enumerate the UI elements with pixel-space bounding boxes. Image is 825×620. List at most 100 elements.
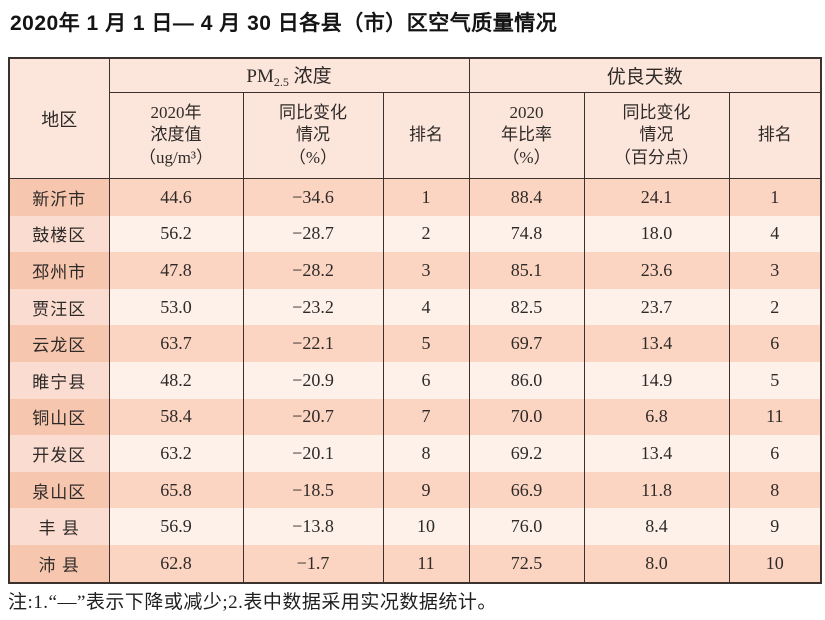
cell-region: 云龙区 xyxy=(8,325,110,362)
cell-pm-change: −23.2 xyxy=(242,288,384,326)
header-line: 年比率 xyxy=(501,125,553,145)
header-rate-rank: 排名 xyxy=(728,92,822,179)
cell-pm-value: 56.2 xyxy=(108,215,244,253)
cell-rate-change: 23.6 xyxy=(583,252,730,289)
cell-pm-value: 58.4 xyxy=(108,398,244,436)
cell-rate-rank: 5 xyxy=(728,361,822,399)
cell-rate-change: 13.4 xyxy=(583,325,730,362)
header-group-good-days: 优良天数 xyxy=(468,58,822,93)
header-line: 情况 xyxy=(639,125,674,145)
header-line: 同比变化 xyxy=(622,102,691,122)
cell-rate-change: 8.0 xyxy=(583,544,730,583)
table-row: 丰 县 56.9 −13.8 10 76.0 8.4 9 xyxy=(8,508,822,545)
header-line: 同比变化 xyxy=(279,102,347,122)
footnote: 注:1.“—”表示下降或减少;2.表中数据采用实况数据统计。 xyxy=(8,592,497,613)
cell-pm-change: −28.2 xyxy=(242,252,384,289)
cell-pm-change: −13.8 xyxy=(242,508,384,545)
header-pm-change: 同比变化 情况 （%） xyxy=(242,92,384,179)
cell-rate-rank: 9 xyxy=(728,508,822,545)
cell-rate-change: 23.7 xyxy=(583,288,730,326)
cell-region: 铜山区 xyxy=(8,398,110,436)
header-line: （百分点） xyxy=(614,147,700,167)
cell-region: 贾汪区 xyxy=(8,288,110,326)
cell-pm-rank: 9 xyxy=(382,471,470,509)
table-row: 鼓楼区 56.2 −28.7 2 74.8 18.0 4 xyxy=(8,215,822,253)
header-line: 情况 xyxy=(296,125,330,145)
cell-pm-value: 65.8 xyxy=(108,471,244,509)
table-header: 地区 PM2.5 浓度 优良天数 2020年 浓度值 （ug/m³） 同比变化 … xyxy=(8,58,822,179)
cell-rate-change: 18.0 xyxy=(583,215,730,253)
cell-rate-change: 11.8 xyxy=(583,471,730,509)
cell-pm-rank: 11 xyxy=(382,544,470,583)
cell-pm-rank: 7 xyxy=(382,398,470,436)
cell-rate: 69.2 xyxy=(468,435,585,472)
table-row: 新沂市 44.6 −34.6 1 88.4 24.1 1 xyxy=(8,178,822,216)
cell-pm-value: 56.9 xyxy=(108,508,244,545)
header-line: 2020年 xyxy=(150,102,202,122)
cell-pm-rank: 5 xyxy=(382,325,470,362)
cell-pm-change: −20.7 xyxy=(242,398,384,436)
table-row: 泉山区 65.8 −18.5 9 66.9 11.8 8 xyxy=(8,471,822,509)
header-pm-value: 2020年 浓度值 （ug/m³） xyxy=(108,92,244,179)
cell-region: 鼓楼区 xyxy=(8,215,110,253)
cell-pm-rank: 6 xyxy=(382,361,470,399)
cell-rate-rank: 6 xyxy=(728,435,822,472)
table-row: 云龙区 63.7 −22.1 5 69.7 13.4 6 xyxy=(8,325,822,362)
cell-rate: 76.0 xyxy=(468,508,585,545)
table-row: 沛 县 62.8 −1.7 11 72.5 8.0 10 xyxy=(8,544,822,583)
cell-pm-rank: 1 xyxy=(382,178,470,216)
cell-pm-value: 53.0 xyxy=(108,288,244,326)
cell-rate: 72.5 xyxy=(468,544,585,583)
cell-pm-value: 62.8 xyxy=(108,544,244,583)
cell-region: 睢宁县 xyxy=(8,361,110,399)
cell-rate-rank: 1 xyxy=(728,178,822,216)
cell-pm-value: 47.8 xyxy=(108,252,244,289)
header-region: 地区 xyxy=(8,58,110,179)
cell-rate-rank: 6 xyxy=(728,325,822,362)
cell-pm-change: −34.6 xyxy=(242,178,384,216)
cell-pm-change: −20.9 xyxy=(242,361,384,399)
cell-pm-value: 63.7 xyxy=(108,325,244,362)
cell-rate: 74.8 xyxy=(468,215,585,253)
header-group-pm25: PM2.5 浓度 xyxy=(108,58,470,93)
cell-region: 泉山区 xyxy=(8,471,110,509)
cell-pm-rank: 2 xyxy=(382,215,470,253)
header-line: （%） xyxy=(288,147,338,167)
cell-rate-rank: 8 xyxy=(728,471,822,509)
cell-rate: 82.5 xyxy=(468,288,585,326)
cell-region: 邳州市 xyxy=(8,252,110,289)
cell-pm-value: 48.2 xyxy=(108,361,244,399)
cell-pm-change: −1.7 xyxy=(242,544,384,583)
header-sub-row: 2020年 浓度值 （ug/m³） 同比变化 情况 （%） 排名 2020 年比… xyxy=(9,92,822,179)
page-title: 2020年 1 月 1 日— 4 月 30 日各县（市）区空气质量情况 xyxy=(10,12,558,35)
cell-rate-change: 6.8 xyxy=(583,398,730,436)
header-line: 2020 xyxy=(509,102,544,122)
header-line: （%） xyxy=(502,147,551,167)
header-pm-rank: 排名 xyxy=(382,92,470,179)
header-rate: 2020 年比率 （%） xyxy=(468,92,585,179)
cell-pm-rank: 3 xyxy=(382,252,470,289)
cell-rate: 86.0 xyxy=(468,361,585,399)
cell-rate-rank: 11 xyxy=(728,398,822,436)
cell-region: 沛 县 xyxy=(8,544,110,583)
cell-rate: 70.0 xyxy=(468,398,585,436)
cell-rate: 66.9 xyxy=(468,471,585,509)
cell-pm-change: −20.1 xyxy=(242,435,384,472)
cell-pm-change: −22.1 xyxy=(242,325,384,362)
pm-subscript: 2.5 xyxy=(273,75,289,89)
cell-region: 新沂市 xyxy=(8,178,110,216)
header-line: 浓度值 xyxy=(150,125,202,145)
cell-pm-rank: 8 xyxy=(382,435,470,472)
cell-pm-value: 63.2 xyxy=(108,435,244,472)
air-quality-table: 地区 PM2.5 浓度 优良天数 2020年 浓度值 （ug/m³） 同比变化 … xyxy=(8,57,823,584)
cell-pm-change: −28.7 xyxy=(242,215,384,253)
table-row: 贾汪区 53.0 −23.2 4 82.5 23.7 2 xyxy=(8,288,822,326)
table-row: 铜山区 58.4 −20.7 7 70.0 6.8 11 xyxy=(8,398,822,436)
cell-rate: 85.1 xyxy=(468,252,585,289)
table-row: 开发区 63.2 −20.1 8 69.2 13.4 6 xyxy=(8,435,822,472)
cell-rate-change: 14.9 xyxy=(583,361,730,399)
table-row: 邳州市 47.8 −28.2 3 85.1 23.6 3 xyxy=(8,252,822,289)
cell-pm-rank: 4 xyxy=(382,288,470,326)
cell-pm-change: −18.5 xyxy=(242,471,384,509)
